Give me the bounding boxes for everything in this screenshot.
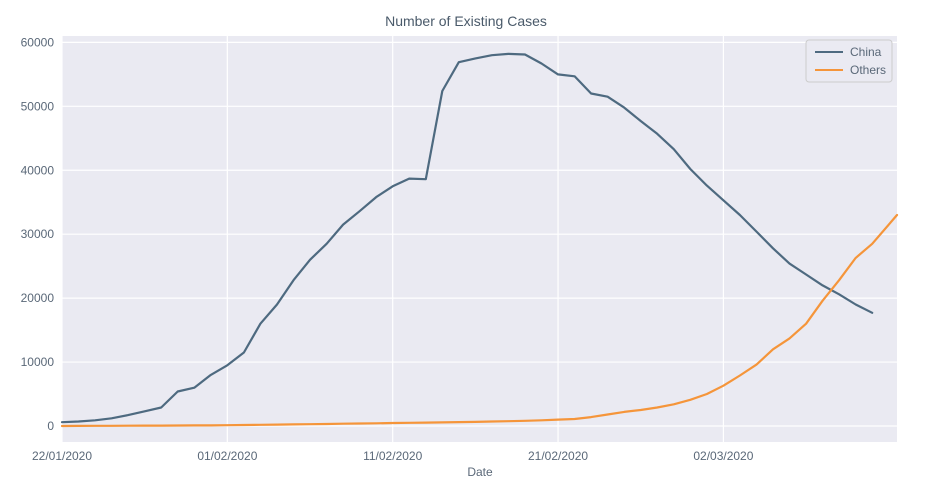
y-tick-label: 0 — [47, 419, 54, 433]
y-tick-label: 30000 — [21, 227, 55, 241]
chart-title: Number of Existing Cases — [385, 13, 547, 29]
legend: China Others — [806, 40, 892, 82]
x-tick-label: 01/02/2020 — [197, 449, 257, 463]
y-tick-label: 40000 — [21, 163, 55, 177]
y-axis-ticks: 0 10000 20000 30000 40000 50000 60000 — [21, 35, 55, 433]
plot-area — [62, 36, 897, 442]
x-tick-label: 21/02/2020 — [528, 449, 588, 463]
y-tick-label: 20000 — [21, 291, 55, 305]
legend-label-others: Others — [850, 63, 886, 77]
x-axis-label: Date — [467, 465, 493, 479]
y-tick-label: 60000 — [21, 35, 55, 49]
x-tick-label: 02/03/2020 — [693, 449, 753, 463]
x-axis-ticks: 22/01/2020 01/02/2020 11/02/2020 21/02/2020… — [32, 449, 754, 463]
x-tick-label: 22/01/2020 — [32, 449, 92, 463]
legend-label-china: China — [850, 45, 882, 59]
y-tick-label: 10000 — [21, 355, 55, 369]
x-tick-label: 11/02/2020 — [363, 449, 422, 463]
y-tick-label: 50000 — [21, 99, 55, 113]
